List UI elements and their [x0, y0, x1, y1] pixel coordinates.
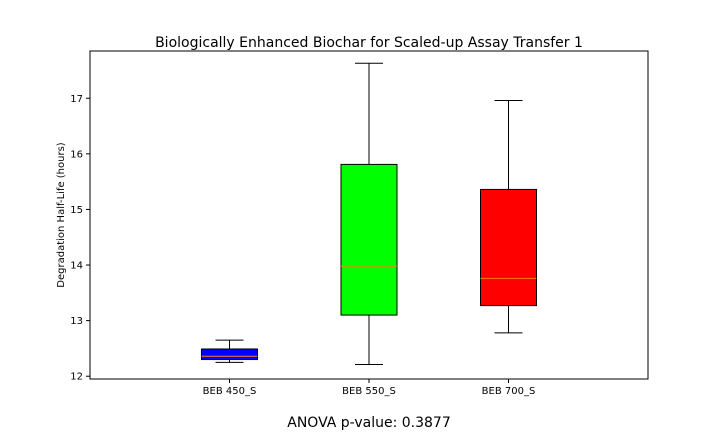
- y-tick-label: 14: [70, 261, 83, 272]
- y-axis-label: Degradation Half-Life (hours): [56, 142, 67, 287]
- anova-annotation: ANOVA p-value: 0.3877: [287, 415, 451, 431]
- y-tick-label: 16: [70, 149, 83, 160]
- box-beb-550-s: [340, 163, 398, 316]
- y-tick-label: 17: [70, 94, 83, 105]
- y-tick-label: 15: [70, 205, 83, 216]
- plot-area: 12 13 14 15 16 17 BEB 450_S BEB 550_S BEB 700_S: [70, 50, 649, 397]
- y-tick-label: 13: [70, 316, 83, 327]
- x-tick-label: BEB 700_S: [482, 386, 536, 397]
- box-beb-450-s: [201, 348, 258, 361]
- x-tick-label: BEB 550_S: [342, 386, 396, 397]
- box-beb-700-s: [480, 188, 537, 307]
- chart-title: Biologically Enhanced Biochar for Scaled…: [155, 35, 583, 51]
- y-tick-label: 12: [70, 372, 83, 383]
- x-tick-label: BEB 450_S: [203, 386, 257, 397]
